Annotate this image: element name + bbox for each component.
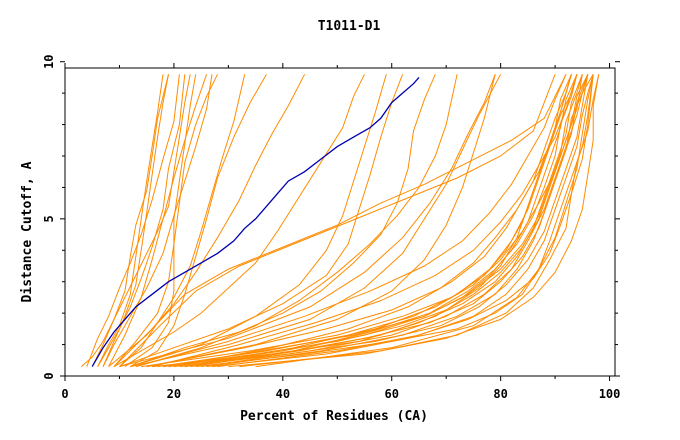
series-line-38 (228, 74, 600, 368)
y-axis-label: Distance Cutoff, A (20, 161, 35, 302)
series-line-7 (102, 74, 213, 367)
series-line-9 (119, 74, 246, 367)
series-line-10 (130, 74, 267, 368)
series-line-28 (201, 74, 594, 368)
series-line-8 (113, 74, 218, 367)
chart-title: T1011-D1 (318, 19, 381, 34)
series-line-29 (157, 74, 578, 368)
x-tick-label: 80 (493, 387, 507, 401)
series-line-17 (130, 74, 436, 368)
series-line-46 (124, 74, 197, 368)
series-line-35 (173, 74, 572, 368)
highlight-series-line (91, 76, 420, 367)
series-line-5 (97, 74, 186, 367)
y-tick-label: 5 (42, 215, 56, 222)
series-line-32 (146, 74, 572, 368)
series-line-25 (184, 74, 578, 368)
y-tick-label: 10 (42, 54, 56, 68)
series-line-45 (80, 74, 191, 367)
series-line-13 (119, 74, 404, 368)
series-line-34 (206, 74, 589, 368)
series-line-44 (135, 74, 567, 368)
series-line-41 (211, 74, 600, 368)
series-line-12 (113, 74, 365, 368)
series-line-11 (108, 74, 306, 367)
series-line-27 (168, 74, 589, 368)
series-line-42 (184, 74, 583, 368)
x-tick-label: 40 (276, 387, 290, 401)
series-layer (80, 74, 600, 368)
series-line-1 (97, 74, 164, 367)
series-line-4 (86, 74, 180, 367)
series-line-18 (135, 74, 458, 368)
highlight-layer (91, 76, 420, 367)
series-line-15 (113, 74, 567, 367)
x-axis: 0 20 40 60 80 100 (61, 63, 620, 401)
x-tick-label: 20 (167, 387, 181, 401)
series-line-30 (179, 74, 589, 368)
series-line-2 (91, 74, 169, 367)
series-line-33 (195, 74, 594, 368)
plot-frame (64, 67, 616, 377)
series-line-24 (152, 74, 583, 368)
series-line-36 (162, 74, 583, 368)
series-line-39 (239, 74, 594, 368)
y-tick-label: 0 (42, 372, 56, 379)
series-line-16 (119, 74, 556, 367)
series-line-40 (151, 74, 578, 368)
x-tick-label: 0 (61, 387, 68, 401)
x-tick-label: 60 (385, 387, 399, 401)
x-axis-label: Percent of Residues (CA) (240, 409, 428, 424)
x-tick-label: 100 (599, 387, 621, 401)
series-line-43 (255, 74, 594, 368)
series-line-14 (130, 74, 387, 368)
series-line-21 (119, 74, 496, 368)
series-line-19 (130, 74, 502, 368)
y-axis: 0 5 10 (42, 54, 620, 380)
series-line-20 (146, 74, 496, 368)
